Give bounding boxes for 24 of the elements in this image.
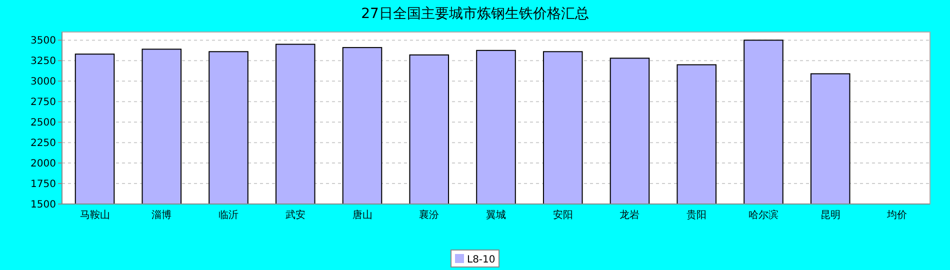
y-tick-label: 1750 xyxy=(30,179,56,190)
x-tick-label: 武安 xyxy=(285,209,306,221)
x-tick-label: 哈尔滨 xyxy=(748,209,778,221)
y-tick-label: 2000 xyxy=(30,158,56,170)
y-tick-label: 3000 xyxy=(30,76,56,88)
chart-title: 27日全国主要城市炼钢生铁价格汇总 xyxy=(361,6,589,22)
x-tick-label: 襄汾 xyxy=(419,209,440,221)
x-tick-label: 淄博 xyxy=(152,209,172,221)
legend-label: L8-10 xyxy=(467,254,496,266)
x-tick-label: 均价 xyxy=(886,209,908,221)
y-tick-label: 2500 xyxy=(30,118,56,129)
y-tick-label: 1500 xyxy=(30,200,56,210)
x-tick-label: 安阳 xyxy=(552,209,573,221)
x-tick-label: 昆明 xyxy=(820,210,840,221)
x-tick-label: 龙岩 xyxy=(620,209,640,221)
x-tick-label: 翼城 xyxy=(486,209,506,221)
y-tick-label: 2750 xyxy=(30,97,56,108)
x-tick-label: 临沂 xyxy=(218,209,239,221)
y-tick-label: 3250 xyxy=(30,56,56,68)
x-tick-label: 贵阳 xyxy=(686,209,707,221)
x-tick-label: 唐山 xyxy=(352,209,372,221)
x-tick-label: 马鞍山 xyxy=(80,209,110,221)
y-tick-label: 3500 xyxy=(30,36,56,47)
y-tick-label: 2250 xyxy=(30,138,56,150)
